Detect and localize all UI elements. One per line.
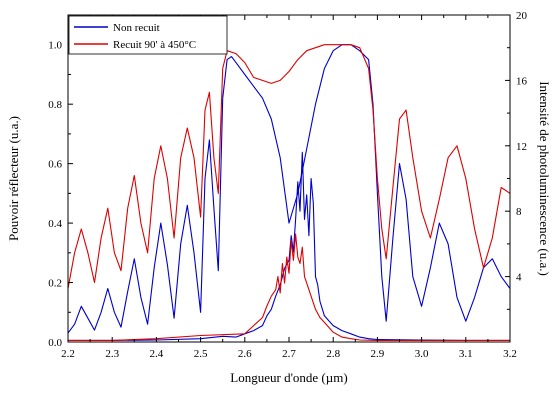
x-axis-title: Longueur d'onde (µm) bbox=[230, 370, 347, 385]
y-right-tick-label: 12 bbox=[516, 141, 527, 153]
x-tick-label: 2.2 bbox=[61, 348, 75, 360]
y-left-tick-label: 1.0 bbox=[48, 40, 62, 52]
x-tick-label: 2.9 bbox=[371, 348, 385, 360]
x-tick-label: 2.7 bbox=[282, 348, 296, 360]
series-group bbox=[67, 44, 511, 341]
series-line-2 bbox=[68, 151, 510, 341]
y-left-tick-label: 0.6 bbox=[48, 159, 62, 171]
y-right-tick-label: 4 bbox=[516, 272, 522, 284]
x-tick-label: 2.6 bbox=[238, 348, 252, 360]
x-tick-label: 2.4 bbox=[150, 348, 164, 360]
x-tick-label: 2.3 bbox=[105, 348, 119, 360]
x-tick-label: 3.1 bbox=[459, 348, 473, 360]
legend-label-non-recuit: Non recuit bbox=[113, 22, 160, 34]
series-line-3 bbox=[68, 233, 510, 341]
x-tick-label: 3.2 bbox=[503, 348, 517, 360]
y-axis-title-right: Intensité de photoluminescence (u.a.) bbox=[537, 81, 552, 276]
series-line-1 bbox=[67, 44, 511, 289]
y-left-tick-label: 0.0 bbox=[48, 337, 62, 349]
y-axis-left: 0.0 0.2 0.4 0.6 0.8 1.0 bbox=[48, 14, 73, 349]
y-left-tick-label: 0.8 bbox=[48, 99, 62, 111]
y-right-tick-label: 20 bbox=[516, 10, 528, 22]
legend-label-recuit: Recuit 90' à 450°C bbox=[113, 39, 196, 51]
x-tick-label: 2.8 bbox=[326, 348, 340, 360]
y-axis-right: 4 8 12 16 20 bbox=[505, 10, 528, 310]
y-left-tick-label: 0.4 bbox=[48, 218, 62, 230]
y-right-tick-label: 16 bbox=[516, 75, 528, 87]
y-left-tick-label: 0.2 bbox=[48, 278, 62, 290]
y-axis-title-left: Pouvoir réflecteur (u.a.) bbox=[6, 116, 21, 241]
series-line-0 bbox=[67, 44, 511, 334]
y-right-tick-label: 8 bbox=[516, 206, 522, 218]
legend-box bbox=[68, 15, 228, 55]
x-tick-label: 3.0 bbox=[415, 348, 429, 360]
x-tick-label: 2.5 bbox=[194, 348, 208, 360]
legend: Non recuit Recuit 90' à 450°C bbox=[68, 15, 228, 55]
